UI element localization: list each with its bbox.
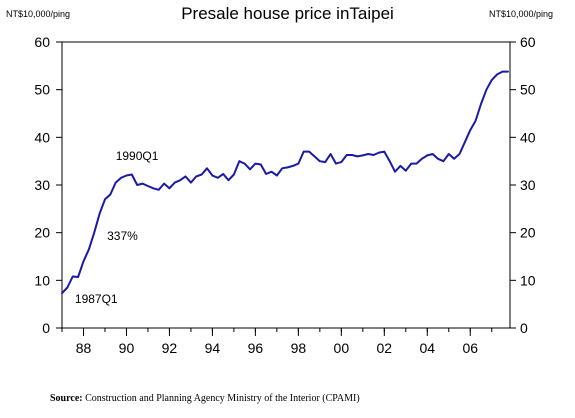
- y-tick-label-right: 0: [520, 320, 528, 336]
- y-tick-label-right: 10: [520, 272, 536, 288]
- y-tick-label-right: 20: [520, 225, 536, 241]
- x-tick-label: 94: [205, 340, 221, 356]
- y-tick-label-right: 30: [520, 177, 536, 193]
- y-tick-label-left: 40: [34, 129, 50, 145]
- y-tick-label-left: 50: [34, 82, 50, 98]
- annotation-label: 337%: [107, 229, 138, 243]
- y-tick-label-left: 60: [34, 34, 50, 50]
- x-tick-label: 98: [291, 340, 307, 356]
- x-tick-label: 90: [119, 340, 135, 356]
- source-note: Source: Construction and Planning Agency…: [50, 393, 360, 404]
- source-label: Source:: [50, 393, 83, 404]
- y-tick-label-left: 10: [34, 272, 50, 288]
- source-text: Construction and Planning Agency Ministr…: [82, 393, 360, 404]
- x-tick-label: 92: [162, 340, 178, 356]
- y-tick-label-left: 30: [34, 177, 50, 193]
- annotation-label: 1990Q1: [116, 149, 159, 163]
- x-tick-label: 88: [76, 340, 92, 356]
- y-tick-label-left: 20: [34, 225, 50, 241]
- right-axis-unit: NT$10,000/ping: [488, 9, 553, 19]
- x-tick-label: 96: [248, 340, 264, 356]
- y-tick-label-right: 40: [520, 129, 536, 145]
- y-tick-label-right: 60: [520, 34, 536, 50]
- chart-title: Presale house price inTaipei: [181, 4, 394, 23]
- x-tick-label: 00: [334, 340, 350, 356]
- annotation-label: 1987Q1: [75, 292, 118, 306]
- left-axis-unit: NT$10,000/ping: [6, 9, 71, 19]
- y-tick-label-right: 50: [520, 82, 536, 98]
- x-tick-label: 02: [377, 340, 393, 356]
- y-tick-label-left: 0: [42, 320, 50, 336]
- plot-frame: [61, 41, 511, 329]
- x-tick-label: 04: [419, 340, 435, 356]
- price-series-line: [61, 70, 509, 295]
- x-tick-label: 06: [462, 340, 478, 356]
